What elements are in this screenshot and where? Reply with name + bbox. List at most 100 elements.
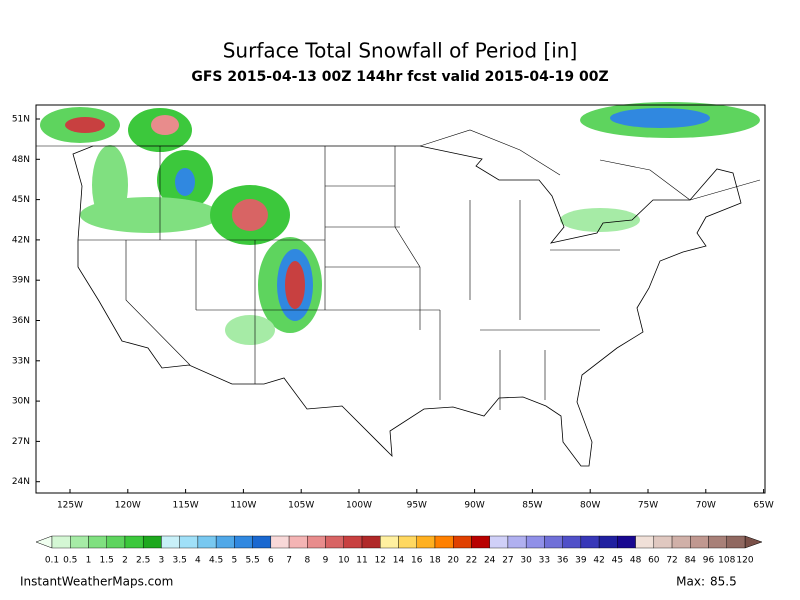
colorbar-label: 42 bbox=[593, 556, 604, 566]
colorbar-box bbox=[507, 535, 527, 549]
map-frame bbox=[35, 104, 766, 494]
colorbar-box bbox=[416, 535, 436, 549]
colorbar-label: 4 bbox=[195, 556, 201, 566]
colorbar-label: 1.5 bbox=[100, 556, 114, 566]
colorbar-box bbox=[471, 535, 490, 549]
colorbar-box bbox=[653, 535, 673, 549]
colorbar-label: 120 bbox=[736, 556, 753, 566]
lat-label: 48N bbox=[12, 155, 30, 165]
colorbar-box bbox=[708, 535, 727, 549]
lat-label: 51N bbox=[12, 115, 30, 125]
lat-label: 36N bbox=[12, 316, 30, 326]
colorbar-box bbox=[525, 535, 545, 549]
colorbar-box bbox=[124, 535, 144, 549]
lon-label: 70W bbox=[696, 501, 716, 511]
colorbar-box bbox=[288, 535, 308, 549]
lat-label: 42N bbox=[12, 235, 30, 245]
colorbar-box bbox=[380, 535, 399, 549]
lat-label: 45N bbox=[12, 195, 30, 205]
lon-label: 90W bbox=[464, 501, 484, 511]
map-title: Surface Total Snowfall of Period [in] bbox=[223, 39, 578, 63]
colorbar-label: 3 bbox=[159, 556, 165, 566]
colorbar-box bbox=[544, 535, 563, 549]
colorbar-box bbox=[398, 535, 417, 549]
lat-label: 33N bbox=[12, 356, 30, 366]
colorbar-label: 72 bbox=[666, 556, 677, 566]
lon-label: 105W bbox=[288, 501, 314, 511]
colorbar-label: 2.5 bbox=[136, 556, 150, 566]
colorbar-label: 14 bbox=[393, 556, 405, 566]
colorbar-label: 33 bbox=[539, 556, 550, 566]
colorbar-label: 45 bbox=[612, 556, 623, 566]
lon-label: 95W bbox=[407, 501, 427, 511]
colorbar-box bbox=[270, 535, 290, 549]
lat-label: 27N bbox=[12, 437, 30, 447]
colorbar-box bbox=[234, 535, 253, 549]
colorbar-box bbox=[215, 535, 235, 549]
colorbar-label: 9 bbox=[323, 556, 329, 566]
colorbar-box bbox=[343, 535, 363, 549]
colorbar-box bbox=[51, 535, 71, 549]
colorbar-box bbox=[726, 535, 746, 549]
colorbar-box bbox=[598, 535, 618, 549]
lon-label: 120W bbox=[115, 501, 141, 511]
colorbar-box bbox=[161, 535, 180, 549]
colorbar-box bbox=[489, 535, 509, 549]
lon-label: 75W bbox=[638, 501, 658, 511]
colorbar-label: 108 bbox=[718, 556, 735, 566]
colorbar-label: 11 bbox=[356, 556, 367, 566]
colorbar-box bbox=[580, 535, 600, 549]
colorbar-label: 1 bbox=[86, 556, 92, 566]
colorbar-label: 18 bbox=[429, 556, 441, 566]
colorbar-high-arrow bbox=[744, 535, 763, 549]
colorbar-box bbox=[434, 535, 454, 549]
colorbar-box bbox=[690, 535, 709, 549]
colorbar-box bbox=[453, 535, 472, 549]
lat-label: 39N bbox=[12, 276, 30, 286]
lon-label: 85W bbox=[522, 501, 542, 511]
colorbar-label: 7 bbox=[286, 556, 292, 566]
colorbar-label: 5 bbox=[232, 556, 238, 566]
colorbar-box bbox=[70, 535, 89, 549]
colorbar-label: 6 bbox=[268, 556, 274, 566]
map-subtitle: GFS 2015-04-13 00Z 144hr fcst valid 2015… bbox=[191, 69, 608, 85]
colorbar-label: 3.5 bbox=[172, 556, 186, 566]
colorbar-label: 96 bbox=[703, 556, 715, 566]
colorbar-box bbox=[88, 535, 107, 549]
colorbar-box bbox=[671, 535, 691, 549]
colorbar-label: 20 bbox=[447, 556, 459, 566]
colorbar-label: 4.5 bbox=[209, 556, 223, 566]
lon-label: 65W bbox=[753, 501, 773, 511]
colorbar-label: 24 bbox=[484, 556, 496, 566]
colorbar-box bbox=[106, 535, 126, 549]
max-label: Max: bbox=[676, 575, 705, 589]
colorbar-label: 84 bbox=[685, 556, 697, 566]
colorbar-label: 10 bbox=[338, 556, 350, 566]
colorbar-label: 60 bbox=[648, 556, 660, 566]
colorbar-box bbox=[635, 535, 655, 549]
lon-label: 110W bbox=[230, 501, 256, 511]
colorbar-box bbox=[325, 535, 344, 549]
colorbar-box bbox=[252, 535, 272, 549]
colorbar-box bbox=[197, 535, 217, 549]
lat-label: 24N bbox=[12, 477, 30, 487]
colorbar-label: 12 bbox=[375, 556, 386, 566]
colorbar-label: 39 bbox=[575, 556, 587, 566]
footer-site: InstantWeatherMaps.com bbox=[20, 575, 173, 589]
colorbar-label: 16 bbox=[411, 556, 423, 566]
colorbar-label: 0.1 bbox=[45, 556, 59, 566]
colorbar-label: 8 bbox=[304, 556, 310, 566]
colorbar-box bbox=[307, 535, 326, 549]
colorbar-label: 27 bbox=[502, 556, 513, 566]
colorbar-label: 0.5 bbox=[63, 556, 77, 566]
colorbar-low-arrow bbox=[35, 535, 53, 549]
colorbar-box bbox=[361, 535, 381, 549]
colorbar-label: 30 bbox=[520, 556, 532, 566]
colorbar-label: 2 bbox=[122, 556, 128, 566]
colorbar-label: 48 bbox=[630, 556, 642, 566]
lon-label: 125W bbox=[57, 501, 83, 511]
colorbar-box bbox=[617, 535, 636, 549]
snow-areas bbox=[40, 102, 760, 345]
colorbar-box bbox=[179, 535, 199, 549]
lat-label: 30N bbox=[12, 397, 30, 407]
